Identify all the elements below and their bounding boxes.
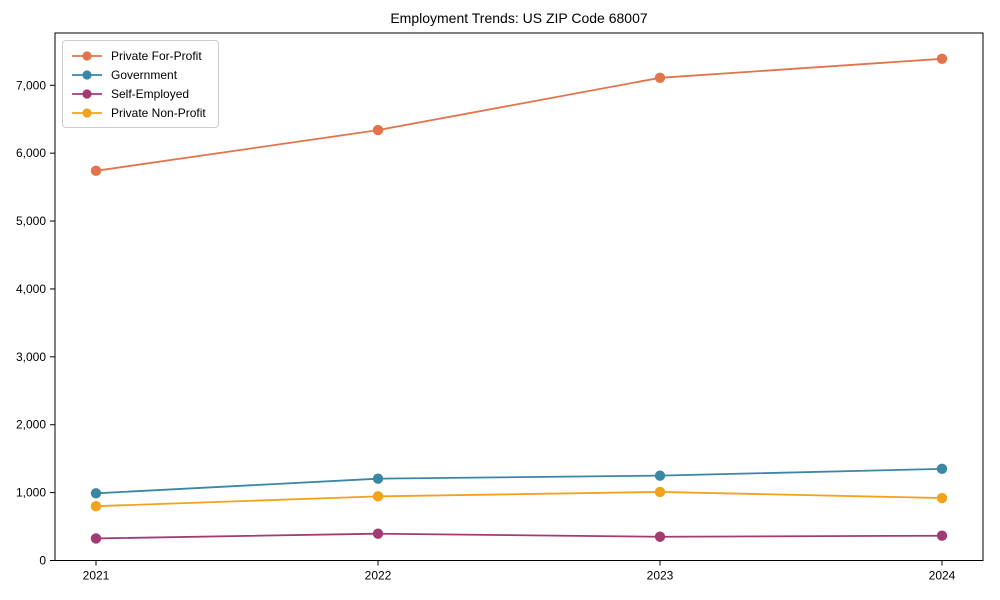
y-tick-label: 0 (39, 554, 46, 568)
x-tick-label: 2021 (83, 569, 110, 583)
legend-item: Private For-Profit (72, 48, 206, 63)
chart-title: Employment Trends: US ZIP Code 68007 (390, 10, 648, 26)
data-point (372, 528, 384, 539)
y-tick-label: 7,000 (16, 78, 46, 92)
data-point (654, 470, 666, 481)
data-point (372, 473, 384, 484)
y-tick-label: 4,000 (16, 282, 46, 296)
data-point (936, 463, 948, 475)
legend-marker-icon (72, 107, 102, 118)
legend-item: Private Non-Profit (72, 105, 206, 120)
plot-border (54, 32, 984, 561)
x-tick-label: 2024 (929, 569, 956, 583)
data-point (90, 488, 102, 499)
y-tick-label: 3,000 (16, 350, 46, 364)
legend-label: Private For-Profit (111, 48, 202, 63)
legend: Private For-Profit Government Self-Employe… (62, 40, 219, 128)
legend-marker-icon (72, 69, 102, 80)
legend-marker-icon (72, 88, 102, 99)
data-point (654, 72, 666, 84)
legend-label: Private Non-Profit (111, 105, 206, 120)
data-point (90, 500, 102, 512)
y-tick-label: 6,000 (16, 146, 46, 160)
y-tick-label: 2,000 (16, 418, 46, 432)
series-line (95, 57, 943, 172)
y-tick-label: 5,000 (16, 214, 46, 228)
data-point (372, 124, 384, 136)
data-point (936, 530, 948, 541)
data-point (372, 491, 384, 502)
series-line (95, 467, 943, 495)
x-tick-label: 2023 (647, 569, 674, 583)
data-point (654, 531, 666, 542)
y-tick-label: 1,000 (16, 486, 46, 500)
series-line (95, 532, 943, 540)
data-point (90, 533, 102, 544)
data-point (90, 165, 102, 177)
legend-item: Government (72, 67, 206, 82)
data-point (654, 486, 666, 498)
legend-marker-icon (72, 50, 102, 61)
series-line (95, 491, 943, 508)
data-point (936, 492, 948, 504)
x-tick-label: 2022 (365, 569, 392, 583)
legend-label: Self-Employed (111, 86, 190, 101)
legend-label: Government (111, 67, 178, 82)
data-point (936, 53, 948, 64)
legend-item: Self-Employed (72, 86, 206, 101)
